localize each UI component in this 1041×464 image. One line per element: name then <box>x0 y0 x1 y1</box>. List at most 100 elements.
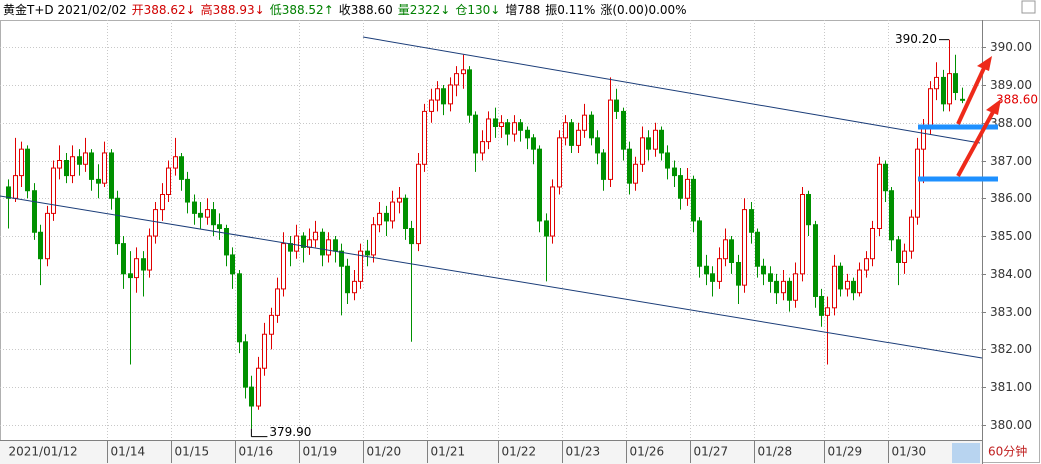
x-tick-label: 2021/01/12 <box>9 445 78 459</box>
candle-body <box>512 122 517 135</box>
y-tick-label: 385.00 <box>990 229 1032 243</box>
candle-body <box>889 190 894 241</box>
candle-body <box>448 84 453 105</box>
candle-body <box>576 129 581 146</box>
candle-body <box>128 273 133 279</box>
candle-body <box>224 227 229 256</box>
x-tick-label: 01/30 <box>892 445 927 459</box>
candle-body <box>185 178 190 203</box>
candle-body <box>665 152 670 169</box>
candle-body <box>230 254 235 275</box>
candle-body <box>173 156 178 169</box>
candle-body <box>787 280 792 301</box>
candle-body <box>921 126 926 150</box>
scroll-thumb <box>952 443 980 463</box>
candle-body <box>64 160 69 177</box>
candle-body <box>857 269 862 294</box>
candle-body <box>313 231 318 241</box>
candle-body <box>403 197 408 229</box>
x-tick-label: 01/27 <box>694 445 729 459</box>
header-item: 黄金T+D 2021/02/02 <box>3 2 127 17</box>
candle-body <box>934 76 939 90</box>
candle-body <box>768 273 773 282</box>
candle-body <box>19 148 24 177</box>
candle-body <box>409 227 414 245</box>
candle-body <box>825 307 830 316</box>
candle-body <box>6 186 11 199</box>
candle-body <box>582 114 587 131</box>
candle-body <box>153 209 158 237</box>
candle-body <box>659 129 664 154</box>
last-price-label: 388.60 <box>996 93 1038 107</box>
candle-body <box>845 280 850 290</box>
candle-body <box>672 167 677 177</box>
candle-body <box>141 258 146 271</box>
candle-body <box>333 239 338 252</box>
high-label: 390.20 <box>895 32 937 46</box>
candle-body <box>371 224 376 256</box>
header-item: 收388.60 <box>339 3 393 17</box>
y-tick-label: 381.00 <box>990 380 1032 394</box>
candle-body <box>864 258 869 271</box>
candle-body <box>646 137 651 150</box>
candle-body <box>525 129 530 139</box>
candle-body <box>160 193 165 211</box>
candle-body <box>198 212 203 218</box>
candle-body <box>627 148 632 184</box>
candle-body <box>473 114 478 154</box>
x-tick-label: 01/14 <box>111 445 146 459</box>
x-tick-label: 01/23 <box>566 445 601 459</box>
candle-body <box>217 224 222 229</box>
window-icon[interactable] <box>1021 0 1036 14</box>
header-item: 仓130↓ <box>455 3 500 17</box>
candle-body <box>377 212 382 226</box>
candle-body <box>429 99 434 112</box>
header-item: 涨(0.00)0.00% <box>600 2 686 17</box>
x-tick-label: 01/20 <box>367 445 402 459</box>
candle-body <box>109 152 114 199</box>
candle-body <box>755 231 760 267</box>
candle-body <box>640 137 645 165</box>
candle-body <box>205 209 210 218</box>
candle-body <box>307 239 312 248</box>
candle-body <box>870 227 875 260</box>
candle-body <box>269 314 274 335</box>
plot: 380.00 381.00 382.00 383.00 384.00 385.00 386.… <box>0 20 1038 463</box>
candle-body <box>953 73 958 94</box>
candle-body <box>729 239 734 263</box>
candle-body <box>262 333 267 369</box>
candle-body <box>416 163 421 245</box>
candle-body <box>608 99 613 180</box>
candle-body <box>256 367 261 407</box>
candle-body <box>352 280 357 294</box>
candle-body <box>928 88 933 128</box>
x-tick-label: 01/26 <box>630 445 665 459</box>
candle-body <box>390 201 395 222</box>
header-item: 高388.93↓ <box>201 2 265 17</box>
candle-body <box>358 250 363 282</box>
candle-body <box>896 239 901 263</box>
period-label[interactable]: 60分钟 <box>988 444 1027 459</box>
candle-body <box>486 118 491 143</box>
candle-body <box>89 152 94 180</box>
candle-body <box>621 110 626 150</box>
x-tick-label: 01/16 <box>239 445 274 459</box>
candle-body <box>13 175 18 199</box>
candle-body <box>435 88 440 101</box>
x-tick-label: 01/21 <box>431 445 466 459</box>
candle-body <box>941 76 946 105</box>
candle-body <box>557 137 562 188</box>
candle-body <box>793 273 798 301</box>
candle-body <box>467 69 472 116</box>
candle-body <box>877 163 882 229</box>
candle-body <box>480 141 485 154</box>
candle-body <box>832 265 837 309</box>
candle-body <box>339 250 344 267</box>
candle-body <box>326 239 331 256</box>
candle-body <box>51 167 56 214</box>
y-tick-label: 388.00 <box>990 116 1032 130</box>
y-tick-label: 383.00 <box>990 305 1032 319</box>
candle-body <box>320 231 325 256</box>
